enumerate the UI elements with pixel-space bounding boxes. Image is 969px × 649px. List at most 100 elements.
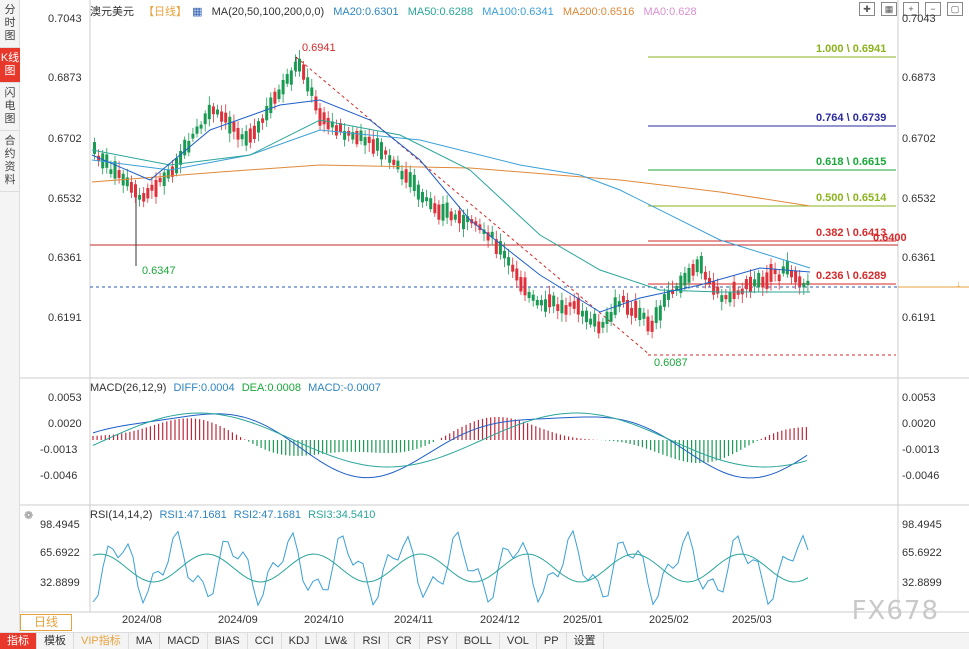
tab-indicators[interactable]: 指标 (0, 633, 37, 649)
tab-kdj[interactable]: KDJ (282, 633, 318, 649)
candle-body (306, 77, 310, 92)
candle-body (515, 268, 519, 281)
fib-label-500: 0.500 \ 0.6514 (816, 192, 887, 204)
rsi-axis-right-label: 65.6922 (902, 547, 942, 559)
candle-body (593, 313, 597, 327)
candle-body (412, 174, 416, 191)
candle-body (560, 300, 564, 314)
candle-body (310, 87, 314, 96)
tab-cci[interactable]: CCI (248, 633, 282, 649)
tab-rsi[interactable]: RSI (355, 633, 389, 649)
rsi-axis-left-label: 65.6922 (40, 547, 80, 559)
macd-value: MACD:-0.0007 (308, 382, 381, 394)
ma200-line (91, 164, 811, 207)
rsi1-value: RSI1:47.1681 (159, 509, 227, 521)
ma0-value: MA0:0.628 (643, 6, 697, 18)
candle-body (601, 321, 605, 328)
candle-body (302, 64, 306, 80)
side-tab-timeshare[interactable]: 分时图 (0, 0, 20, 48)
fullscreen-icon[interactable]: ▢ (947, 2, 963, 16)
candle-body (109, 169, 113, 174)
candle-body (765, 272, 769, 289)
candle-body (351, 132, 355, 140)
side-tab-kline[interactable]: K线图 (0, 48, 20, 83)
grid-icon[interactable]: ▦ (881, 2, 897, 16)
zoom-out-icon[interactable]: − (925, 2, 941, 16)
tab-ma[interactable]: MA (129, 633, 161, 649)
candle-body (679, 275, 683, 293)
candle-body (482, 229, 486, 234)
time-axis-label: 2025/01 (563, 614, 603, 626)
side-tab-flash[interactable]: 闪电图 (0, 83, 20, 131)
candle-body (252, 125, 256, 140)
tab-macd[interactable]: MACD (160, 633, 208, 649)
candle-body (773, 268, 777, 275)
candle-body (449, 211, 453, 221)
candle-body (728, 291, 732, 303)
candle-body (580, 310, 584, 317)
ma-settings-icon[interactable]: ▦ (192, 6, 203, 18)
chart-area[interactable]: ↓ 澳元美元 【日线】 ▦ MA(20,50,100,200,0,0) MA20… (20, 0, 969, 632)
horizontal-level-label: 0.6400 (873, 232, 907, 244)
current-price-marker: ↓ (956, 279, 961, 290)
zoom-in-icon[interactable]: + (903, 2, 919, 16)
candle-body (437, 204, 441, 220)
candle-body (203, 113, 207, 125)
time-axis-label: 2024/09 (218, 614, 258, 626)
candle-body (519, 277, 523, 292)
tab-templates[interactable]: 模板 (37, 633, 74, 649)
candle-body (638, 307, 642, 321)
tab-pp[interactable]: PP (537, 633, 567, 649)
candle-body (589, 318, 593, 325)
candle-body (568, 302, 572, 307)
candle-body (605, 311, 609, 324)
candle-body (486, 232, 490, 241)
candle-body (285, 74, 289, 84)
candle-body (384, 150, 388, 155)
candle-body (667, 290, 670, 300)
indicator-bar: 指标 模板 VIP指标 MA MACD BIAS CCI KDJ LW& RSI… (0, 632, 969, 649)
candle-body (613, 297, 617, 315)
tab-boll[interactable]: BOLL (457, 633, 500, 649)
candle-body (585, 310, 588, 323)
candle-body (785, 260, 789, 275)
candle-body (371, 139, 375, 154)
candle-body (654, 307, 658, 323)
chart-canvas[interactable]: ↓ (20, 0, 969, 632)
candle-body (671, 289, 675, 294)
candle-body (429, 198, 433, 210)
timeframe-button[interactable]: 日线 (20, 614, 72, 631)
tab-lw[interactable]: LW& (317, 633, 356, 649)
rsi-title: RSI(14,14,2) (90, 509, 153, 521)
candle-body (462, 215, 465, 230)
time-axis-label: 2024/10 (304, 614, 344, 626)
tab-psy[interactable]: PSY (420, 633, 457, 649)
crosshair-icon[interactable]: ✚ (859, 2, 875, 16)
tab-vol[interactable]: VOL (500, 633, 537, 649)
tab-vip-indicators[interactable]: VIP指标 (74, 633, 129, 649)
high-annotation: 0.6941 (302, 42, 336, 54)
candle-body (539, 300, 543, 306)
candle-body (806, 280, 810, 286)
candle-body (634, 300, 638, 318)
rsi1-line (92, 529, 809, 607)
candle-body (117, 170, 121, 178)
candle-body (531, 294, 535, 301)
candle-body (183, 139, 187, 156)
ma200-value: MA200:0.6516 (562, 6, 635, 18)
tab-cr[interactable]: CR (389, 633, 420, 649)
candle-body (708, 277, 711, 284)
tab-settings[interactable]: 设置 (567, 633, 604, 649)
candle-body (425, 197, 429, 202)
fib-trend-line (295, 56, 651, 356)
rsi-settings-icon[interactable]: ❁ (24, 510, 34, 522)
macd-axis-right-label: 0.0053 (902, 392, 936, 404)
candle-body (396, 160, 400, 170)
candle-body (490, 231, 494, 238)
time-axis-label: 2024/11 (394, 614, 433, 626)
fib-label-764: 0.764 \ 0.6739 (816, 112, 887, 124)
side-tab-contract-info[interactable]: 合约资料 (0, 131, 20, 192)
candle-body (236, 127, 240, 140)
macd-axis-right-label: 0.0020 (902, 418, 936, 430)
tab-bias[interactable]: BIAS (208, 633, 248, 649)
